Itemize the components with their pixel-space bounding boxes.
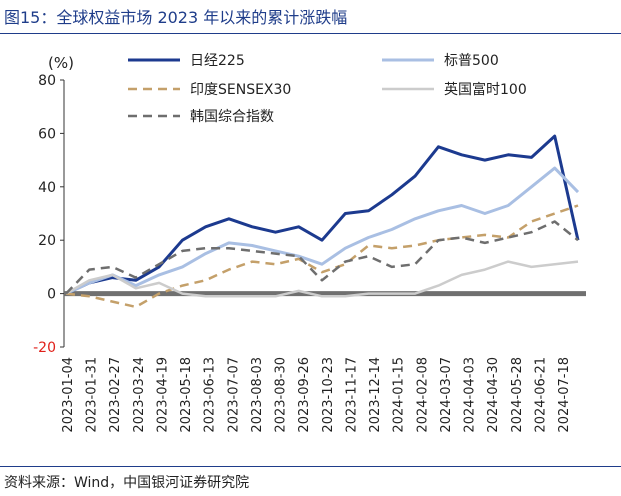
x-tick-label: 2023-08-03 bbox=[250, 357, 265, 433]
y-tick-label: 60 bbox=[38, 126, 56, 142]
legend: 日经225 标普500 印度SENSEX30 英国富时100 韩国综合指数 bbox=[128, 53, 527, 125]
x-tick-label: 2024-07-18 bbox=[557, 357, 572, 433]
x-tick-label: 2023-07-07 bbox=[226, 357, 241, 433]
x-tick-label: 2024-04-03 bbox=[463, 357, 478, 433]
legend-label: 印度SENSEX30 bbox=[190, 82, 291, 98]
plot-area bbox=[65, 134, 580, 309]
x-tick-label: 2023-01-31 bbox=[85, 357, 100, 433]
x-tick-label: 2023-03-24 bbox=[132, 357, 147, 433]
title-divider bbox=[0, 33, 621, 34]
legend-label: 标普500 bbox=[444, 53, 499, 69]
series-line-3 bbox=[65, 260, 579, 298]
x-tick-label: 2023-05-18 bbox=[179, 357, 194, 433]
source-note: 资料来源：Wind，中国银河证券研究院 bbox=[4, 475, 250, 491]
x-tick-label: 2024-03-07 bbox=[439, 357, 454, 433]
footer-divider bbox=[0, 466, 621, 467]
y-tick-label: -20 bbox=[33, 340, 56, 356]
x-tick-label: 2023-04-19 bbox=[155, 357, 170, 433]
y-tick-label: 20 bbox=[38, 233, 56, 249]
x-tick-label: 2024-05-28 bbox=[510, 357, 525, 433]
x-tick-label: 2024-04-30 bbox=[486, 357, 501, 433]
x-tick-label: 2023-09-26 bbox=[297, 357, 312, 433]
x-tick-label: 2023-01-04 bbox=[61, 357, 76, 433]
chart: (%) -20 0 20 40 60 80 2023-01-04 2023-01-31 2023… bbox=[33, 53, 586, 433]
x-tick-label: 2023-08-30 bbox=[274, 357, 289, 433]
x-tick-label: 2023-06-13 bbox=[203, 357, 218, 433]
chart-title: 图15：全球权益市场 2023 年以来的累计涨跌幅 bbox=[4, 8, 348, 27]
y-tick-label: 0 bbox=[47, 287, 56, 303]
series-line-2 bbox=[65, 204, 579, 309]
x-tick-label: 2023-02-27 bbox=[108, 357, 123, 433]
x-tick-label: 2023-11-17 bbox=[344, 357, 359, 433]
legend-label: 英国富时100 bbox=[444, 81, 527, 98]
legend-label: 日经225 bbox=[190, 53, 245, 69]
x-tick-label: 2024-06-21 bbox=[533, 357, 548, 433]
x-tick-label: 2023-10-23 bbox=[321, 357, 336, 433]
y-axis-label: (%) bbox=[48, 54, 74, 72]
series-line-0 bbox=[65, 134, 580, 295]
legend-label: 韩国综合指数 bbox=[190, 109, 274, 125]
y-tick-label: 80 bbox=[38, 73, 56, 89]
series-line-4 bbox=[65, 220, 579, 295]
axes: -20 0 20 40 60 80 2023-01-04 2023-01-31 2023-02-… bbox=[33, 73, 586, 433]
x-tick-label: 2024-02-08 bbox=[415, 357, 430, 433]
series-line-1 bbox=[65, 166, 580, 295]
x-tick-label: 2024-01-15 bbox=[392, 357, 407, 433]
x-tick-label: 2023-12-14 bbox=[368, 357, 383, 433]
y-tick-label: 40 bbox=[38, 180, 56, 196]
